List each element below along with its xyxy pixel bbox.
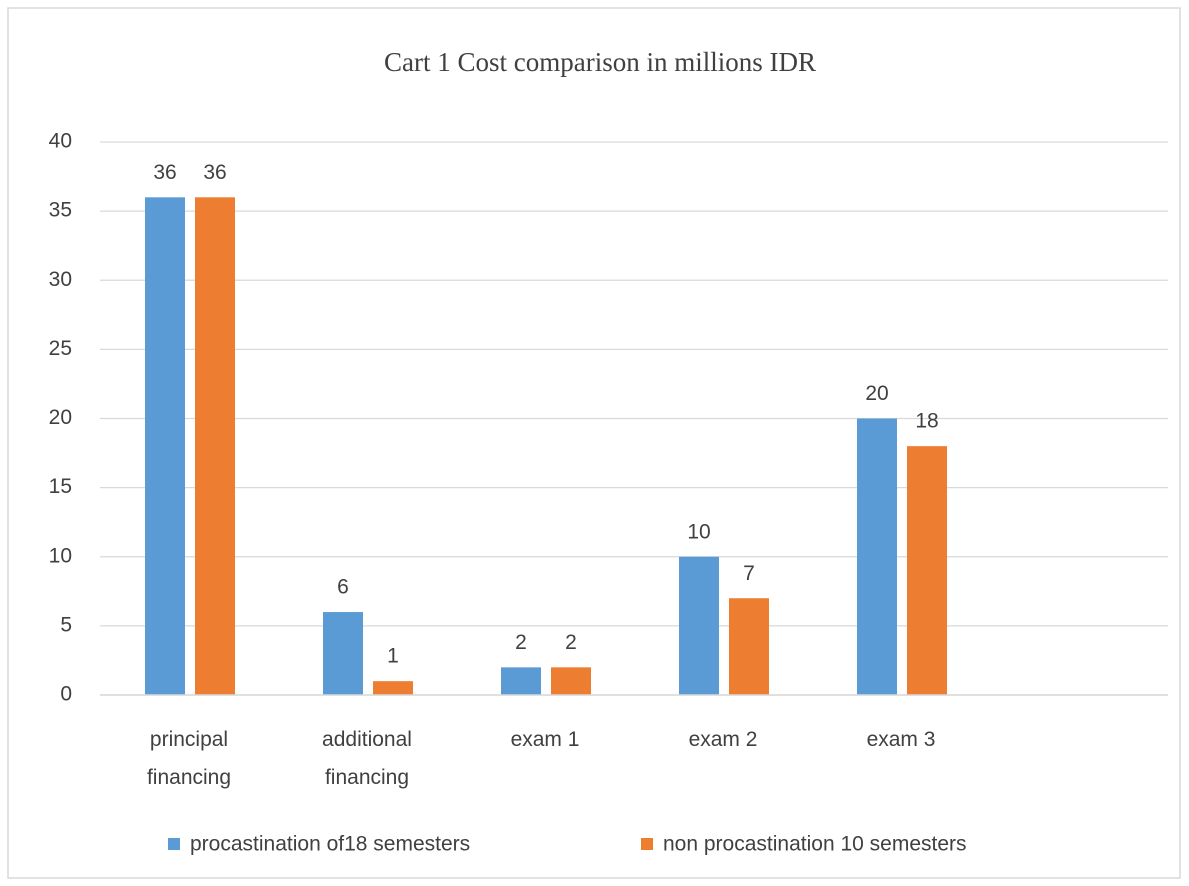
data-label: 18 xyxy=(915,410,938,433)
y-tick-label: 35 xyxy=(49,199,72,222)
x-tick-label: principal financing xyxy=(147,728,231,789)
bar xyxy=(145,197,185,696)
data-label: 7 xyxy=(743,562,755,585)
bar xyxy=(195,197,235,696)
data-label: 36 xyxy=(153,161,176,184)
bar xyxy=(323,612,363,695)
data-label: 2 xyxy=(515,631,527,654)
data-label: 20 xyxy=(865,382,888,405)
bar xyxy=(501,667,541,695)
y-tick-label: 15 xyxy=(49,475,72,498)
x-tick-label: exam 3 xyxy=(867,728,936,751)
bar xyxy=(907,446,947,695)
y-tick-label: 5 xyxy=(60,613,72,636)
data-label: 6 xyxy=(337,576,349,599)
data-label: 2 xyxy=(565,631,577,654)
legend-label: procastination of18 semesters xyxy=(190,833,470,856)
data-label: 10 xyxy=(687,520,710,543)
bar xyxy=(857,418,897,695)
bar xyxy=(729,598,769,695)
data-label: 1 xyxy=(387,645,399,668)
x-tick-label: exam 2 xyxy=(689,728,758,751)
x-tick-label: exam 1 xyxy=(511,728,580,751)
bar xyxy=(551,667,591,695)
chart-title: Cart 1 Cost comparison in millions IDR xyxy=(384,47,816,77)
data-label: 36 xyxy=(203,161,226,184)
bar xyxy=(679,556,719,695)
legend-swatch xyxy=(641,838,653,850)
y-tick-label: 40 xyxy=(49,130,72,153)
y-tick-label: 0 xyxy=(60,683,72,706)
y-tick-label: 30 xyxy=(49,268,72,291)
x-tick-label: additional financing xyxy=(322,728,412,789)
legend-swatch xyxy=(168,838,180,850)
y-tick-label: 10 xyxy=(49,544,72,567)
legend-label: non procastination 10 semesters xyxy=(663,833,967,856)
bar xyxy=(373,681,413,695)
y-tick-label: 20 xyxy=(49,406,72,429)
y-tick-label: 25 xyxy=(49,337,72,360)
